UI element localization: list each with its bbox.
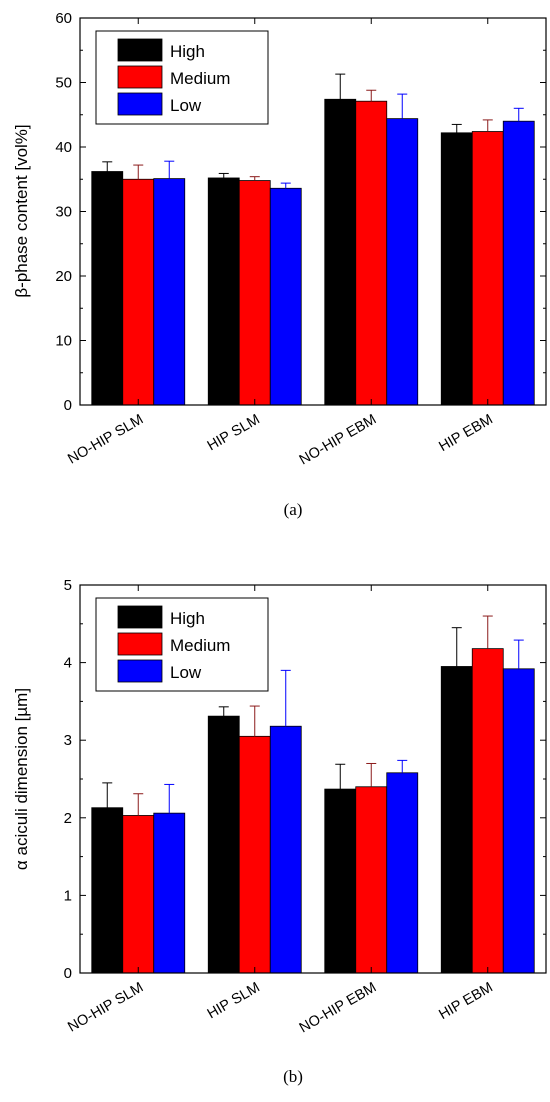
x-category-label: HIP EBM <box>436 412 495 456</box>
x-category-label: HIP SLM <box>205 412 263 455</box>
legend: High Medium Low <box>95 30 269 125</box>
bar-high-2 <box>207 715 240 974</box>
bar-high-4 <box>440 666 473 974</box>
legend-swatch-low <box>117 659 163 683</box>
x-category-label: NO-HIP SLM <box>65 980 146 1036</box>
y-tick-label: 30 <box>55 204 72 221</box>
bar-low-3 <box>386 118 419 406</box>
legend-label-high: High <box>170 42 205 61</box>
y-tick-label: 4 <box>64 655 72 672</box>
y-tick-label: 3 <box>64 732 72 749</box>
x-category-label: HIP SLM <box>205 980 263 1023</box>
y-tick-label: 10 <box>55 333 72 350</box>
legend-label-medium: Medium <box>170 636 230 655</box>
bar-high-1 <box>91 807 124 974</box>
bar-low-1 <box>153 812 186 974</box>
legend-swatch-medium <box>117 65 163 89</box>
bar-medium-2 <box>238 180 271 406</box>
bar-high-3 <box>324 98 357 406</box>
bar-low-2 <box>269 187 302 406</box>
chart-panel-b: 0 1 2 3 4 5 NO-HIP SLM HIP SLM NO-HIP EBM HIP EBM… <box>12 577 547 1086</box>
bar-medium-3 <box>355 100 388 406</box>
y-tick-label: 50 <box>55 75 72 92</box>
bar-high-1 <box>91 171 124 406</box>
bar-medium-1 <box>122 815 155 974</box>
y-tick-label: 0 <box>64 965 72 982</box>
bar-low-4 <box>502 668 535 974</box>
bar-medium-4 <box>471 131 504 406</box>
x-category-label: NO-HIP SLM <box>65 412 146 468</box>
legend-label-low: Low <box>170 96 202 115</box>
y-axis-label: α aciculi dimension [µm] <box>12 688 31 870</box>
bar-medium-2 <box>238 735 271 974</box>
panel-caption: (b) <box>283 1067 303 1086</box>
bar-medium-1 <box>122 178 155 406</box>
bar-medium-3 <box>355 786 388 974</box>
legend-label-low: Low <box>170 663 202 682</box>
bar-low-2 <box>269 725 302 974</box>
bar-high-3 <box>324 788 357 974</box>
bar-high-2 <box>207 177 240 406</box>
legend-swatch-high <box>117 38 163 62</box>
legend-label-medium: Medium <box>170 69 230 88</box>
bar-low-4 <box>502 120 535 406</box>
x-category-label: NO-HIP EBM <box>297 980 379 1037</box>
legend: High Medium Low <box>95 597 269 692</box>
y-tick-label: 1 <box>64 887 72 904</box>
x-category-label: HIP EBM <box>436 980 495 1024</box>
y-tick-label: 5 <box>64 577 72 594</box>
legend-label-high: High <box>170 609 205 628</box>
legend-swatch-high <box>117 605 163 629</box>
legend-swatch-low <box>117 92 163 116</box>
x-category-label: NO-HIP EBM <box>297 412 379 469</box>
y-tick-label: 0 <box>64 397 72 414</box>
y-tick-label: 40 <box>55 139 72 156</box>
y-tick-label: 20 <box>55 268 72 285</box>
panel-caption: (a) <box>284 500 303 519</box>
y-axis-label: β-phase content [vol%] <box>12 124 31 297</box>
bar-low-3 <box>386 772 419 974</box>
y-tick-label: 60 <box>55 10 72 27</box>
y-tick-label: 2 <box>64 810 72 827</box>
bar-medium-4 <box>471 648 504 974</box>
bar-high-4 <box>440 132 473 406</box>
chart-panel-a: 0 10 20 30 40 50 60 NO-HIP SLM HIP SLM NO-HIP EBM… <box>12 10 547 519</box>
legend-swatch-medium <box>117 632 163 656</box>
bar-low-1 <box>153 178 186 406</box>
